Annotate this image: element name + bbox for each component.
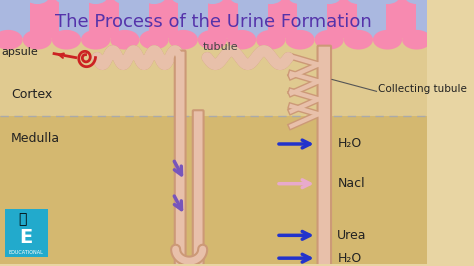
Bar <box>297 0 327 38</box>
Bar <box>386 0 416 38</box>
Ellipse shape <box>259 0 283 4</box>
Ellipse shape <box>256 30 285 49</box>
Text: 🎓: 🎓 <box>18 213 27 226</box>
Bar <box>59 0 89 38</box>
Bar <box>30 0 59 38</box>
Bar <box>238 0 267 38</box>
Text: H₂O: H₂O <box>337 252 362 265</box>
Ellipse shape <box>373 30 402 49</box>
Text: Medulla: Medulla <box>11 132 60 144</box>
Text: Urea: Urea <box>337 229 367 242</box>
Bar <box>267 0 297 38</box>
Ellipse shape <box>139 30 169 49</box>
Text: The Process of the Urine Formation: The Process of the Urine Formation <box>55 13 372 31</box>
Bar <box>0 116 427 264</box>
Ellipse shape <box>200 0 225 4</box>
Text: Cortex: Cortex <box>11 88 52 101</box>
Ellipse shape <box>288 0 312 4</box>
Bar <box>119 0 149 38</box>
Text: E: E <box>19 228 33 247</box>
Text: Collecting tubule: Collecting tubule <box>378 84 467 94</box>
Ellipse shape <box>227 30 256 49</box>
FancyBboxPatch shape <box>175 51 185 266</box>
Ellipse shape <box>171 0 195 4</box>
Ellipse shape <box>55 0 79 4</box>
Ellipse shape <box>344 30 373 49</box>
FancyBboxPatch shape <box>193 110 203 266</box>
Ellipse shape <box>0 0 20 4</box>
Ellipse shape <box>229 0 254 4</box>
Ellipse shape <box>25 0 49 4</box>
Bar <box>0 0 30 38</box>
Bar <box>149 0 178 38</box>
Bar <box>208 0 238 38</box>
Ellipse shape <box>346 0 371 4</box>
Bar <box>89 0 119 38</box>
Ellipse shape <box>317 0 341 4</box>
Ellipse shape <box>142 0 166 4</box>
Bar <box>357 0 386 38</box>
Ellipse shape <box>169 30 198 49</box>
Bar <box>178 0 208 38</box>
Ellipse shape <box>402 30 431 49</box>
Ellipse shape <box>375 0 400 4</box>
Text: tubule: tubule <box>203 42 238 52</box>
Ellipse shape <box>0 30 23 49</box>
Ellipse shape <box>52 30 81 49</box>
Bar <box>416 0 446 38</box>
Ellipse shape <box>285 30 315 49</box>
Ellipse shape <box>434 0 458 4</box>
Text: apsule: apsule <box>2 47 38 57</box>
FancyBboxPatch shape <box>318 46 331 266</box>
Ellipse shape <box>110 30 139 49</box>
Bar <box>327 0 357 38</box>
Ellipse shape <box>431 30 460 49</box>
Ellipse shape <box>198 30 227 49</box>
Ellipse shape <box>83 0 108 4</box>
Text: Nacl: Nacl <box>337 177 365 190</box>
Ellipse shape <box>315 30 344 49</box>
Ellipse shape <box>23 30 52 49</box>
Text: H₂O: H₂O <box>337 138 362 151</box>
Ellipse shape <box>113 0 137 4</box>
Bar <box>0 38 427 116</box>
Bar <box>5 210 48 257</box>
Ellipse shape <box>81 30 110 49</box>
Text: EDUCATIONAL: EDUCATIONAL <box>9 250 44 255</box>
Ellipse shape <box>404 0 429 4</box>
